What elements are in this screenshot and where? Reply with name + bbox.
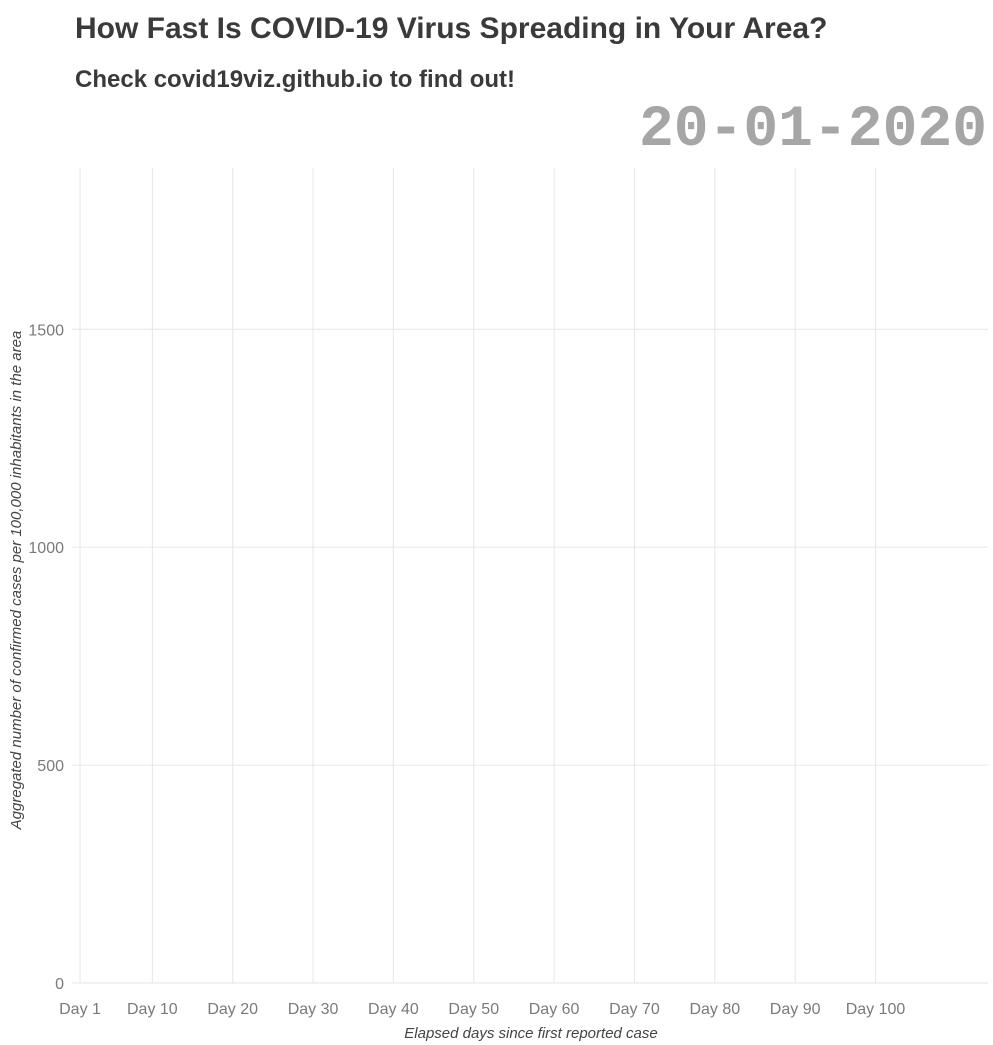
x-tick-label: Day 100 bbox=[846, 1001, 906, 1018]
x-tick-label: Day 50 bbox=[448, 1001, 499, 1018]
y-axis-label: Aggregated number of confirmed cases per… bbox=[8, 331, 25, 831]
x-axis-label: Elapsed days since first reported case bbox=[404, 1025, 657, 1042]
y-tick-label: 0 bbox=[55, 976, 64, 993]
y-tick-label: 1500 bbox=[28, 322, 64, 339]
x-tick-label: Day 10 bbox=[127, 1001, 178, 1018]
x-tick-label: Day 90 bbox=[770, 1001, 821, 1018]
x-tick-label: Day 70 bbox=[609, 1001, 660, 1018]
x-tick-label: Day 30 bbox=[288, 1001, 339, 1018]
x-tick-label: Day 1 bbox=[59, 1001, 101, 1018]
y-tick-label: 500 bbox=[37, 758, 64, 775]
x-tick-label: Day 20 bbox=[207, 1001, 258, 1018]
x-tick-label: Day 80 bbox=[689, 1001, 740, 1018]
x-tick-label: Day 60 bbox=[529, 1001, 580, 1018]
grid-vertical bbox=[79, 168, 877, 983]
chart-subtitle: Check covid19viz.github.io to find out! bbox=[75, 66, 516, 93]
x-tick-label: Day 40 bbox=[368, 1001, 419, 1018]
x-axis-ticks: Day 1 Day 10 Day 20 Day 30 Day 40 Day 50 Day 6… bbox=[59, 1001, 905, 1018]
chart-title: How Fast Is COVID-19 Virus Spreading in … bbox=[75, 12, 828, 45]
y-tick-label: 1000 bbox=[28, 540, 64, 557]
y-axis-ticks: 0 500 1000 1500 bbox=[28, 322, 64, 993]
date-stamp: 20-01-2020 bbox=[638, 98, 987, 163]
grid-horizontal bbox=[72, 328, 988, 984]
